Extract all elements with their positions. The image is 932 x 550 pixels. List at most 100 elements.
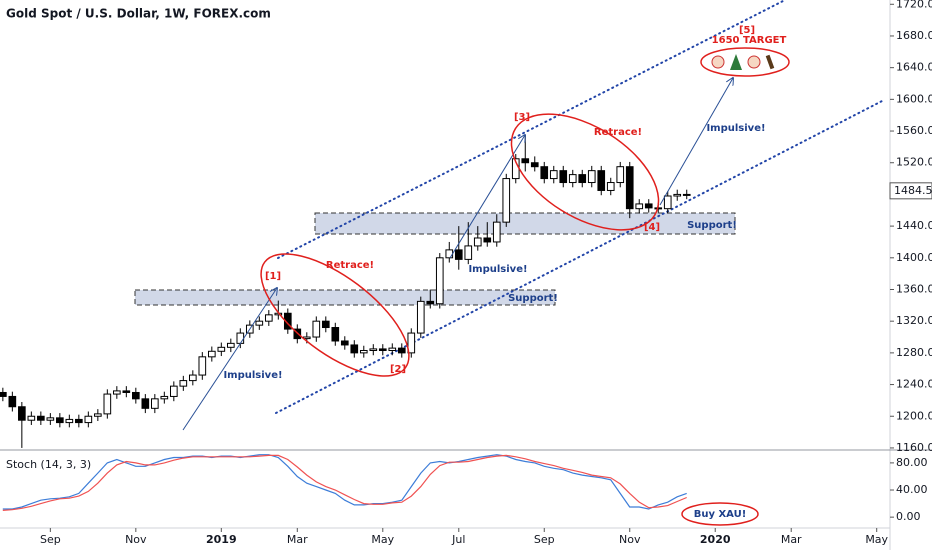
candle-body [217,346,226,352]
label: Retrace! [594,127,642,138]
stoch-line [2,454,687,511]
candle-body [188,374,197,382]
x-tick-label: Mar [781,533,802,546]
candle-body [568,174,577,184]
candle-body [388,347,397,351]
label: Impulsive! [706,123,765,134]
x-tick-label: Nov [619,533,641,546]
label: [3] [514,112,530,123]
candle-body [359,349,368,354]
y-tick-label: 40.00 [896,483,928,496]
y-tick-label: 1320.00 [896,314,932,327]
candle-body [521,158,530,164]
candle-body [46,417,55,421]
candle-body [378,348,387,351]
candle-body [340,340,349,346]
candle-body [8,395,17,408]
candle-body [141,398,150,409]
annotations: [1] Retrace! [2] Impulsive! Support! Imp… [182,25,790,526]
candle-body [644,203,653,209]
candle-body [530,162,539,168]
support-box [134,289,556,306]
y-tick-label: 1600.00 [896,92,932,105]
candle-body [18,406,26,421]
y-tick-label: 1400.00 [896,251,932,264]
y-tick-label: 1200.00 [896,409,932,422]
candle-body [426,300,435,305]
arrow [449,135,525,259]
y-tick-label: 1720.00 [896,0,932,10]
candle-body [540,166,549,180]
candle-body [122,390,131,393]
candle-body [464,245,473,260]
candle-body [350,344,359,354]
candle-body [207,350,216,358]
candle-body [454,249,463,260]
candle-body [559,170,568,184]
x-tick-label: Jul [451,533,465,546]
support-box [314,212,736,235]
x-tick-label: May [865,533,888,546]
candle-body [416,300,425,334]
y-tick-label: 1360.00 [896,282,932,295]
icon [711,55,725,69]
ellipse [510,113,660,231]
stoch-title: Stoch (14, 3, 3) [6,458,91,471]
candle-body [587,170,596,184]
y-tick-label: 1240.00 [896,378,932,391]
icon [747,55,761,69]
candle-body [663,195,672,210]
x-tick-label: 2019 [206,533,237,546]
arrow [659,78,733,206]
candle-body [606,182,615,191]
candle-body [331,327,340,342]
ellipse [700,47,790,77]
y-tick-label: 0.00 [896,510,921,523]
candle-body [483,237,492,243]
candle-body [264,314,273,322]
candle-body [492,221,501,243]
candles [0,135,691,448]
x-tick-label: 2020 [700,533,731,546]
price-label: 1484.54 [894,184,932,197]
label: Buy XAU! [694,509,747,520]
chart-title: Gold Spot / U.S. Dollar, 1W, FOREX.com [6,7,271,21]
candle-body [75,418,83,424]
candle-body [255,320,264,326]
label: [2] [390,364,406,375]
candle-body [397,347,406,354]
candle-body [132,391,140,400]
label: [5] [739,25,755,36]
y-tick-label: 1160.00 [896,441,932,454]
x-tick-label: Mar [287,533,308,546]
candle-body [502,178,511,223]
candle-body [150,398,159,409]
candle-body [160,395,169,400]
y-tick-label: 1640.00 [896,61,932,74]
candle-body [0,391,7,397]
candle-body [321,320,330,329]
candle-body [236,332,245,344]
candle-body [312,320,321,338]
candle-body [169,385,178,397]
candle-body [445,249,454,259]
candle-body [65,418,74,424]
y-tick-label: 1520.00 [896,156,932,169]
candle-body [103,393,112,415]
candle-body [407,332,416,354]
label: [4] [644,222,660,233]
stoch-line [2,454,687,510]
ellipse [681,502,759,526]
y-tick-label: 1680.00 [896,29,932,42]
candle-body [113,390,121,395]
candle-body [473,237,482,247]
ellipse [260,253,410,377]
candle-body [625,166,634,210]
candle-body [635,203,644,210]
channel-upper [277,0,786,259]
label: Support! [687,220,737,231]
x-tick-label: Nov [125,533,147,546]
label: Retrace! [326,260,374,271]
y-tick-label: 1440.00 [896,219,932,232]
